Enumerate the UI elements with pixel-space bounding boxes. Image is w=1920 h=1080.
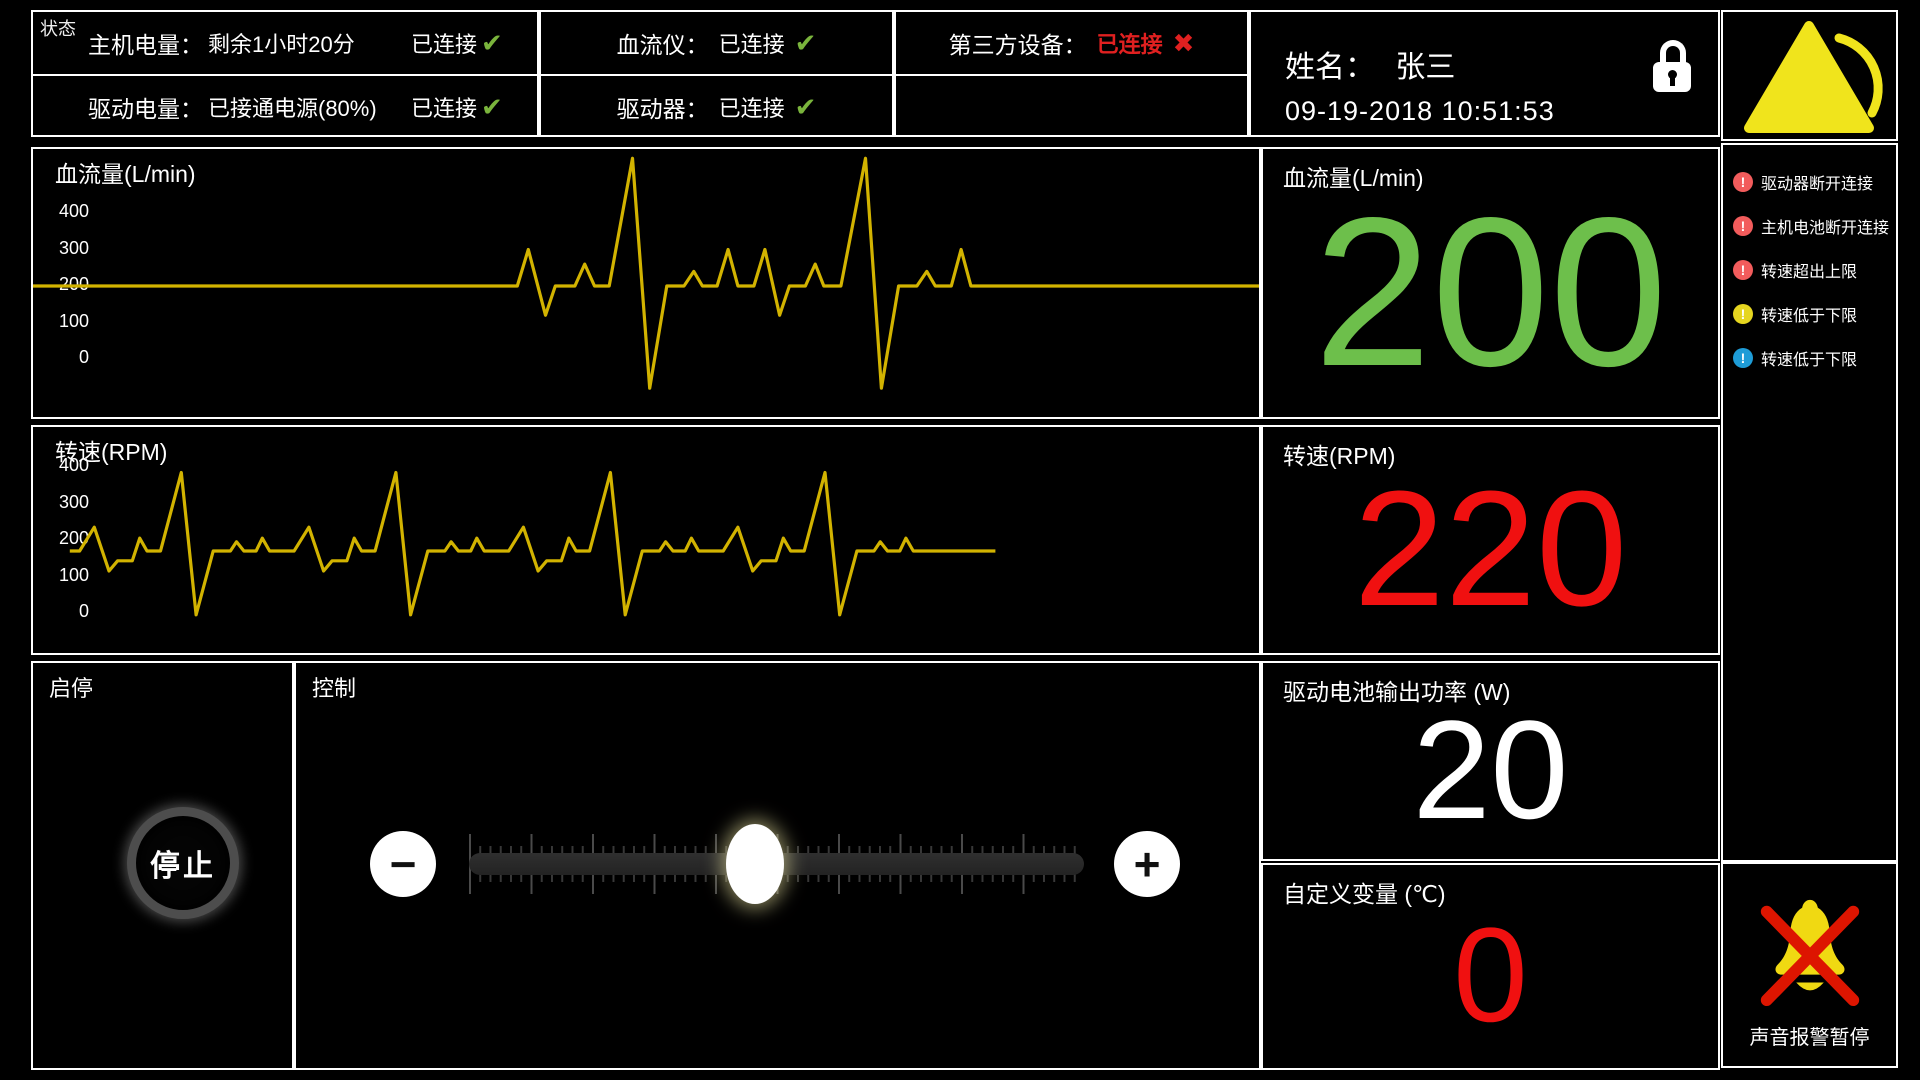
alert-label: 转速超出上限 [1761, 264, 1858, 281]
custom-variable-readout-panel: 自定义变量 (℃) 0 [1261, 863, 1720, 1070]
custom-variable-readout-title: 自定义变量 (℃) [1283, 881, 1446, 907]
drive-battery-row: 驱动电量： 已接通电源(80%) 已连接 ✔ [33, 76, 537, 138]
lock-icon[interactable] [1653, 40, 1693, 94]
driver-label: 驱动器： [616, 96, 709, 122]
patient-name: 姓名： 张三 [1285, 42, 1455, 86]
warning-triangle-icon [1744, 21, 1883, 133]
stop-button[interactable]: 停止 [127, 807, 239, 919]
alert-exclamation-icon: ! [1733, 348, 1753, 368]
flow-readout-title: 血流量(L/min) [1283, 165, 1424, 191]
alert-item: ! 转速超出上限 [1733, 259, 1896, 281]
alert-item: ! 驱动器断开连接 [1733, 171, 1896, 193]
rpm-readout-title: 转速(RPM) [1283, 443, 1396, 469]
divider [894, 74, 1249, 76]
flowmeter-label: 血流仪： [616, 32, 709, 58]
flowmeter-conn-status: 已连接 [718, 32, 785, 57]
rpm-waveform-chart: 转速(RPM) 400 300 200 100 0 [31, 425, 1261, 655]
alert-label: 主机电池断开连接 [1761, 220, 1890, 237]
yaxis-tick-label: 300 [58, 237, 89, 258]
check-icon: ✔ [481, 92, 503, 122]
alert-exclamation-icon: ! [1733, 260, 1753, 280]
yaxis-tick-label: 200 [58, 528, 89, 548]
decrease-button[interactable]: − [370, 831, 436, 897]
battery-power-readout-value: 20 [1412, 691, 1569, 848]
flow-waveform-chart: 血流量(L/min) 400 300 200 100 0 [31, 147, 1261, 419]
rpm-waveform [69, 470, 996, 617]
alert-exclamation-icon: ! [1733, 172, 1753, 192]
check-icon: ✔ [481, 28, 503, 58]
datetime: 09-19-2018 10:51:53 [1285, 96, 1555, 126]
rpm-readout-panel: 转速(RPM) 220 [1261, 425, 1720, 655]
yaxis-tick-label: 200 [58, 274, 89, 294]
alert-label: 驱动器断开连接 [1761, 176, 1874, 193]
control-panel-label: 控制 [312, 676, 357, 701]
speed-slider-thumb[interactable] [725, 824, 784, 904]
yaxis-tick-label: 0 [78, 601, 89, 621]
yaxis-tick-label: 300 [58, 491, 89, 512]
patient-info-panel: 姓名： 张三 09-19-2018 10:51:53 [1249, 10, 1720, 137]
startstop-panel-label: 启停 [49, 676, 94, 701]
check-icon: ✔ [794, 28, 817, 58]
flow-waveform [33, 156, 1259, 390]
driver-conn-status: 已连接 [718, 96, 785, 121]
thirdparty-conn-status: 已连接 [1096, 32, 1163, 57]
drive-battery-label: 驱动电量： [88, 96, 203, 122]
status-panel-thirdparty: 第三方设备： 已连接 ✖ [894, 10, 1249, 137]
divider [539, 74, 894, 76]
startstop-panel: 启停 停止 [31, 661, 294, 1070]
alert-label: 转速低于下限 [1761, 352, 1858, 369]
main-battery-row: 主机电量： 剩余1小时20分 已连接 ✔ [33, 12, 537, 74]
driver-row: 驱动器： 已连接 ✔ [541, 76, 892, 138]
patient-name-value: 张三 [1395, 51, 1456, 84]
check-icon: ✔ [794, 92, 817, 122]
yaxis-tick-label: 400 [58, 201, 89, 221]
patient-name-label: 姓名： [1285, 51, 1375, 84]
yaxis-tick-label: 0 [78, 347, 89, 367]
mute-alarm-button[interactable]: 声音报警暂停 [1721, 862, 1898, 1068]
drive-battery-value: 已接通电源(80%) [208, 96, 377, 121]
flowmeter-row: 血流仪： 已连接 ✔ [541, 12, 892, 74]
drive-battery-conn-status: 已连接 [411, 96, 478, 121]
flow-readout-value: 200 [1313, 173, 1668, 410]
alert-list: ! 驱动器断开连接 ! 主机电池断开连接 ! 转速超出上限 ! 转速低于下限 !… [1721, 143, 1898, 862]
thirdparty-row: 第三方设备： 已连接 ✖ [896, 12, 1247, 74]
main-battery-label: 主机电量： [88, 32, 203, 58]
custom-variable-readout-value: 0 [1453, 900, 1528, 1050]
flow-chart-title: 血流量(L/min) [55, 161, 196, 187]
status-panel-devices: 血流仪： 已连接 ✔ 驱动器： 已连接 ✔ [539, 10, 894, 137]
status-panel: 状态 主机电量： 剩余1小时20分 已连接 ✔ 驱动电量： 已接通电源(80%)… [31, 10, 539, 137]
battery-power-readout-title: 驱动电池输出功率 (W) [1283, 679, 1511, 705]
increase-button[interactable]: + [1114, 831, 1180, 897]
lock-keyhole-stem [1670, 76, 1675, 86]
rpm-chart-title: 转速(RPM) [55, 439, 168, 465]
rpm-readout-value: 220 [1353, 457, 1628, 640]
alert-exclamation-icon: ! [1733, 304, 1753, 324]
lock-shackle [1660, 40, 1686, 68]
alarm-indicator-panel [1721, 10, 1898, 141]
alert-item: ! 主机电池断开连接 [1733, 215, 1896, 237]
battery-power-readout-panel: 驱动电池输出功率 (W) 20 [1261, 661, 1720, 861]
control-panel: 控制 − + [294, 661, 1261, 1070]
lock-keyhole [1668, 70, 1677, 79]
mute-alarm-label: 声音报警暂停 [1749, 1027, 1870, 1049]
alert-exclamation-icon: ! [1733, 216, 1753, 236]
main-battery-conn-status: 已连接 [411, 32, 478, 57]
alert-item: ! 转速低于下限 [1733, 347, 1896, 369]
status-panel-label: 状态 [40, 19, 76, 39]
alert-item: ! 转速低于下限 [1733, 303, 1896, 325]
thirdparty-label: 第三方设备： [948, 32, 1087, 58]
bell-crossed-icon [1760, 899, 1859, 1007]
yaxis-tick-label: 100 [58, 564, 89, 585]
flow-readout-panel: 血流量(L/min) 200 [1261, 147, 1720, 419]
yaxis-tick-label: 100 [58, 310, 89, 331]
main-battery-value: 剩余1小时20分 [208, 32, 355, 57]
speed-slider [469, 663, 1084, 1068]
divider [31, 74, 539, 76]
empty-row [896, 76, 1247, 138]
alert-label: 转速低于下限 [1761, 308, 1858, 325]
cross-icon: ✖ [1172, 28, 1195, 58]
yaxis-tick-label: 400 [58, 455, 89, 475]
